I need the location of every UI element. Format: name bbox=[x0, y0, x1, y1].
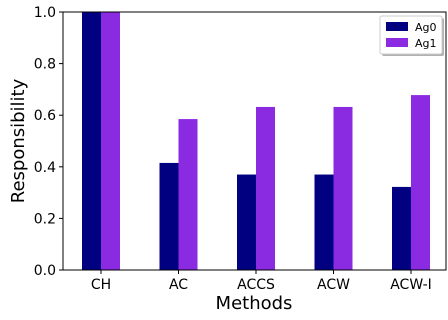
bar-ag0-ac bbox=[159, 162, 179, 270]
bar-ag0-acw bbox=[314, 174, 334, 270]
bar-ag0-ch bbox=[82, 12, 101, 270]
bars-layer bbox=[82, 12, 430, 270]
bar-ag1-acw bbox=[333, 106, 353, 270]
bar-ag1-ac bbox=[178, 119, 198, 270]
x-tick-label: CH bbox=[91, 277, 111, 293]
y-tick-label: 1.0 bbox=[34, 5, 56, 21]
y-tick-label: 0.6 bbox=[34, 108, 56, 124]
y-tick-label: 0.0 bbox=[34, 263, 56, 279]
legend-label-ag1: Ag1 bbox=[415, 37, 437, 50]
bar-ag1-accs bbox=[256, 106, 275, 270]
legend-swatch-ag1 bbox=[386, 38, 408, 47]
legend-label-ag0: Ag0 bbox=[415, 21, 437, 34]
bar-ag1-ch bbox=[101, 12, 120, 270]
x-tick-label: AC bbox=[169, 277, 188, 293]
plot-frame bbox=[62, 11, 447, 271]
bar-ag0-accs bbox=[237, 174, 256, 270]
x-tick-label: ACW-I bbox=[390, 277, 432, 293]
x-tick-label: ACW bbox=[317, 277, 350, 293]
y-tick-label: 0.8 bbox=[34, 57, 56, 73]
bar-ag0-acw-i bbox=[392, 186, 411, 270]
legend-swatch-ag0 bbox=[386, 22, 408, 31]
x-tick-label: ACCS bbox=[237, 277, 275, 293]
y-tick-label: 0.2 bbox=[34, 211, 56, 227]
bar-ag1-acw-i bbox=[411, 95, 430, 270]
x-axis-label: Methods bbox=[216, 293, 293, 314]
y-tick-label: 0.4 bbox=[34, 160, 56, 176]
y-axis-label: Responsibility bbox=[8, 78, 29, 203]
axes-layer: 0.0 0.2 0.4 0.6 0.8 1.0 CH AC ACCS ACW ACW-I bbox=[34, 5, 447, 293]
